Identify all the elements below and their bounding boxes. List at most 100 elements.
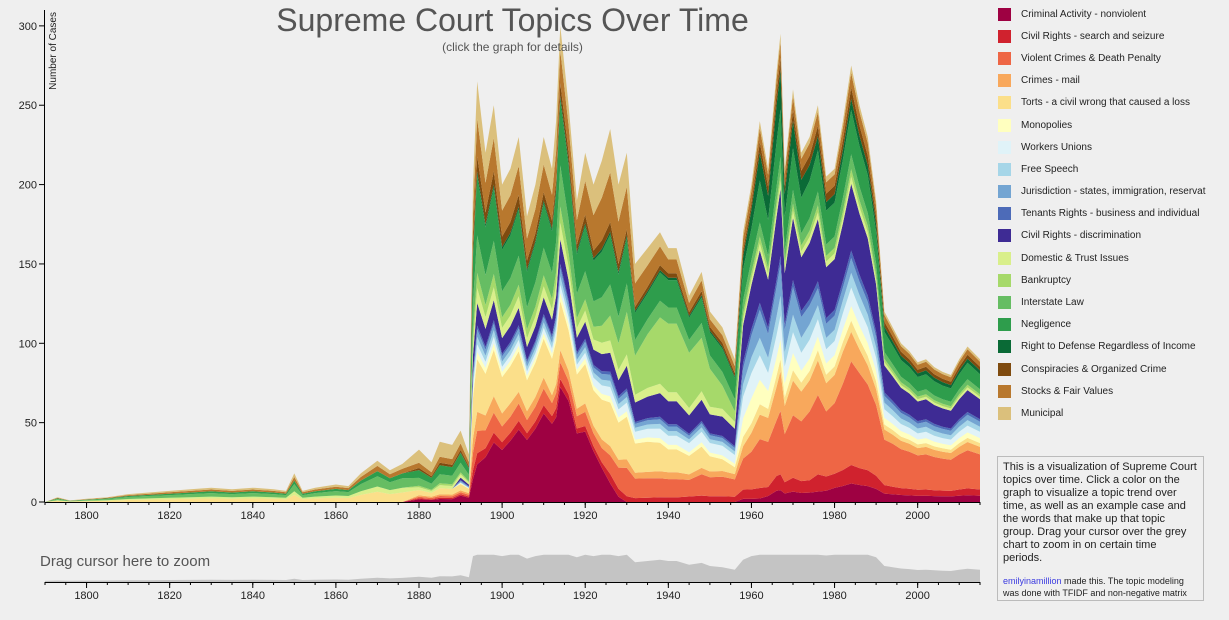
code-link[interactable]: here xyxy=(1150,600,1168,601)
legend-swatch[interactable] xyxy=(998,51,1011,65)
chart-title: Supreme Court Topics Over Time xyxy=(276,2,749,38)
y-tick-label: 0 xyxy=(31,497,37,509)
legend-item[interactable]: Workers Unions xyxy=(998,136,1226,158)
legend-label: Monopolies xyxy=(1021,119,1073,131)
legend-label: Free Speech xyxy=(1021,163,1079,175)
series-area-2[interactable] xyxy=(45,361,980,502)
legend-swatch[interactable] xyxy=(998,296,1011,310)
legend-label: Stocks & Fair Values xyxy=(1021,385,1114,397)
info-credit: emilyinamillion made this. The topic mod… xyxy=(1003,575,1198,601)
zoom-tick-label: 1840 xyxy=(241,590,265,602)
legend-item[interactable]: Conspiracies & Organized Crime xyxy=(998,358,1226,380)
zoom-tick-label: 1860 xyxy=(324,590,348,602)
legend-label: Criminal Activity - nonviolent xyxy=(1021,8,1147,20)
legend-swatch[interactable] xyxy=(998,229,1011,243)
legend-swatch[interactable] xyxy=(998,384,1011,398)
legend-label: Negligence xyxy=(1021,319,1072,331)
legend-label: Torts - a civil wrong that caused a loss xyxy=(1021,97,1190,109)
legend-swatch[interactable] xyxy=(998,118,1011,132)
zoom-tick-label: 1800 xyxy=(74,590,98,602)
x-tick-label: 1980 xyxy=(822,510,846,520)
main-chart[interactable]: 0 50 100 150 200 250 300 Number of Cases 1800 182… xyxy=(0,0,990,520)
legend-item[interactable]: Tenants Rights - business and individual xyxy=(998,203,1226,225)
x-tick-label: 1900 xyxy=(490,510,514,520)
legend-label: Domestic & Trust Issues xyxy=(1021,252,1129,264)
x-tick-label: 1960 xyxy=(739,510,763,520)
x-tick-label: 1840 xyxy=(241,510,265,520)
x-tick-label: 2000 xyxy=(905,510,929,520)
legend-label: Bankruptcy xyxy=(1021,274,1072,286)
info-description: This is a visualization of Supreme Court… xyxy=(1003,461,1197,564)
legend-swatch[interactable] xyxy=(998,362,1011,376)
legend-item[interactable]: Domestic & Trust Issues xyxy=(998,247,1226,269)
legend-swatch[interactable] xyxy=(998,7,1011,21)
legend-swatch[interactable] xyxy=(998,251,1011,265)
y-tick-label: 200 xyxy=(19,180,37,192)
legend-item[interactable]: Monopolies xyxy=(998,114,1226,136)
legend-swatch[interactable] xyxy=(998,29,1011,43)
legend-item[interactable]: Jurisdiction - states, immigration, rese… xyxy=(998,181,1226,203)
legend-label: Workers Unions xyxy=(1021,141,1092,153)
y-tick-label: 300 xyxy=(19,21,37,33)
x-tick-label: 1800 xyxy=(74,510,98,520)
info-box: This is a visualization of Supreme Court… xyxy=(997,456,1204,601)
legend-item[interactable]: Civil Rights - discrimination xyxy=(998,225,1226,247)
author-link[interactable]: emilyinamillion xyxy=(1003,576,1062,586)
x-tick-label: 1820 xyxy=(157,510,181,520)
legend-item[interactable]: Municipal xyxy=(998,402,1226,424)
legend-label: Interstate Law xyxy=(1021,297,1084,309)
legend-swatch[interactable] xyxy=(998,207,1011,221)
series-area-0[interactable] xyxy=(45,387,980,502)
legend-item[interactable]: Violent Crimes & Death Penalty xyxy=(998,47,1226,69)
legend-label: Jurisdiction - states, immigration, rese… xyxy=(1021,186,1206,198)
y-tick-label: 50 xyxy=(25,418,37,430)
legend-label: Tenants Rights - business and individual xyxy=(1021,208,1200,220)
credit-text: made this. The topic modeling was done w… xyxy=(1003,576,1187,598)
legend-item[interactable]: Right to Defense Regardless of Income xyxy=(998,336,1226,358)
legend-item[interactable]: Free Speech xyxy=(998,158,1226,180)
legend-label: Conspiracies & Organized Crime xyxy=(1021,363,1167,375)
legend-swatch[interactable] xyxy=(998,96,1011,110)
legend-label: Violent Crimes & Death Penalty xyxy=(1021,52,1161,64)
zoom-tick-label: 1900 xyxy=(490,590,514,602)
legend-swatch[interactable] xyxy=(998,140,1011,154)
legend: Criminal Activity - nonviolent Civil Righ… xyxy=(998,3,1226,425)
zoom-tick-label: 1980 xyxy=(822,590,846,602)
y-tick-label: 100 xyxy=(19,338,37,350)
legend-item[interactable]: Stocks & Fair Values xyxy=(998,380,1226,402)
legend-label: Civil Rights - discrimination xyxy=(1021,230,1142,242)
x-tick-label: 1880 xyxy=(407,510,431,520)
y-tick-label: 250 xyxy=(19,100,37,112)
zoom-chart[interactable]: 1800 1820 1840 1860 1880 1900 1920 1940 1960 1980… xyxy=(0,520,990,620)
legend-item[interactable]: Civil Rights - search and seizure xyxy=(998,25,1226,47)
legend-label: Crimes - mail xyxy=(1021,75,1080,87)
y-tick-label: 150 xyxy=(19,259,37,271)
x-tick-label: 1940 xyxy=(656,510,680,520)
legend-item[interactable]: Interstate Law xyxy=(998,291,1226,313)
credit-end: . xyxy=(1168,600,1171,601)
legend-item[interactable]: Crimes - mail xyxy=(998,70,1226,92)
legend-item[interactable]: Criminal Activity - nonviolent xyxy=(998,3,1226,25)
legend-item[interactable]: Torts - a civil wrong that caused a loss xyxy=(998,92,1226,114)
zoom-tick-label: 1960 xyxy=(739,590,763,602)
legend-swatch[interactable] xyxy=(998,185,1011,199)
legend-label: Municipal xyxy=(1021,407,1064,419)
legend-swatch[interactable] xyxy=(998,406,1011,420)
zoom-label: Drag cursor here to zoom xyxy=(40,553,211,570)
legend-label: Civil Rights - search and seizure xyxy=(1021,30,1165,42)
legend-swatch[interactable] xyxy=(998,340,1011,354)
zoom-tick-label: 1820 xyxy=(157,590,181,602)
chart-subtitle: (click the graph for details) xyxy=(442,40,583,54)
legend-swatch[interactable] xyxy=(998,273,1011,287)
zoom-tick-label: 2000 xyxy=(905,590,929,602)
series-area-1[interactable] xyxy=(45,378,980,502)
legend-item[interactable]: Negligence xyxy=(998,314,1226,336)
legend-swatch[interactable] xyxy=(998,74,1011,88)
legend-swatch[interactable] xyxy=(998,162,1011,176)
legend-swatch[interactable] xyxy=(998,318,1011,332)
zoom-area[interactable] xyxy=(45,554,980,582)
zoom-tick-label: 1880 xyxy=(407,590,431,602)
x-tick-label: 1920 xyxy=(573,510,597,520)
legend-item[interactable]: Bankruptcy xyxy=(998,269,1226,291)
y-axis-label: Number of Cases xyxy=(48,12,59,90)
